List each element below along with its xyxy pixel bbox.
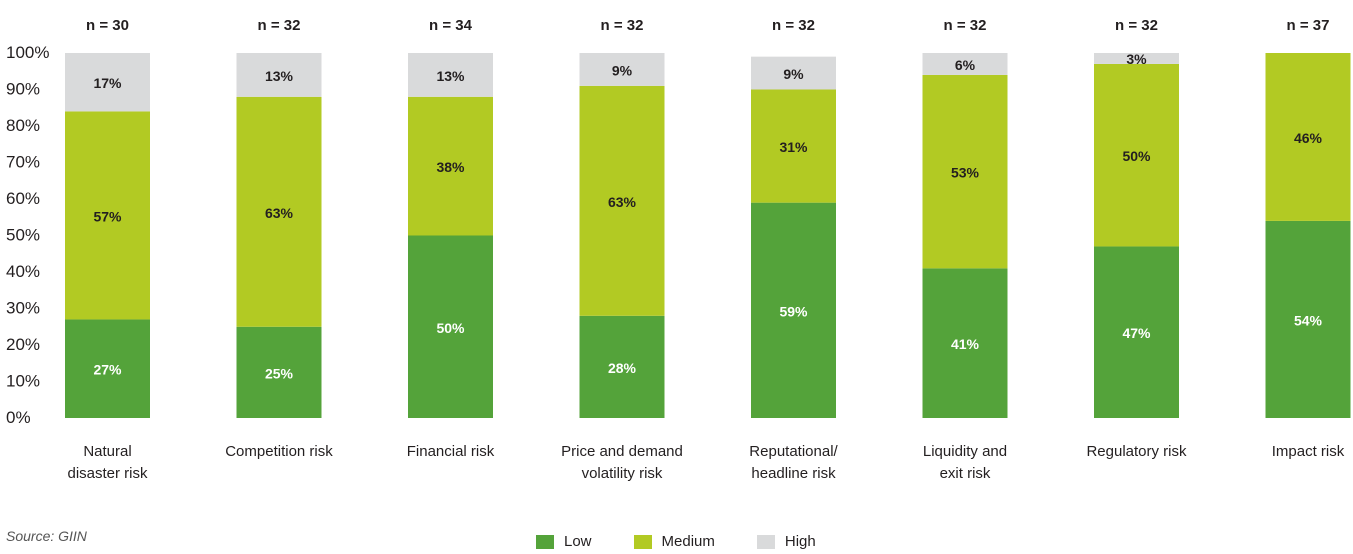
category-label-line: exit risk [940,465,991,482]
category-label: Regulatory risk [1086,443,1187,460]
legend-label-medium: Medium [661,533,715,550]
category-label-line: Regulatory risk [1086,443,1187,460]
bar-segment-high [65,53,150,112]
category-label-line: Competition risk [225,443,333,460]
sample-size-label: n = 32 [601,17,644,34]
data-label-high: 17% [93,75,122,91]
data-label-medium: 53% [951,165,980,181]
data-label-medium: 50% [1122,148,1151,164]
source-note: Source: GIIN [6,528,87,544]
bar-segment-high [408,53,493,97]
category-label: Price and demand volatility risk [561,443,683,482]
legend-swatch-medium [633,534,652,549]
y-tick-label: 20% [6,335,40,354]
bar-segment-medium [408,96,493,236]
data-label-low: 50% [436,320,465,336]
category-label-line: Natural [83,443,131,460]
sample-size-label: n = 30 [86,17,129,34]
y-tick-label: 50% [6,226,40,245]
data-label-low: 28% [608,360,637,376]
bar-segment-medium [922,74,1008,269]
data-label-high: 9% [612,62,633,78]
bar-segment-medium [579,85,665,316]
bar-segment-low [922,268,1008,418]
data-label-high: 3% [1126,51,1147,67]
bar-segment-medium [1265,53,1351,221]
y-tick-label: 60% [6,189,40,208]
legend-item-medium: Medium [633,533,715,550]
data-label-medium: 46% [1294,130,1323,146]
category-label: Liquidity and exit risk [923,443,1007,482]
category-label-line: Liquidity and [923,443,1007,460]
data-label-low: 27% [93,362,122,378]
legend-item-low: Low [536,533,592,550]
bar-segment-medium [1094,63,1179,247]
data-label-high: 13% [265,68,294,84]
bar-segment-high [922,53,1008,75]
category-label: Competition risk [225,443,333,460]
legend-label-low: Low [564,533,592,550]
category-label-line: disaster risk [67,465,148,482]
bar-segment-high [236,53,322,97]
data-label-medium: 57% [93,208,122,224]
category-label-line: Reputational/ [749,443,838,460]
bar-segment-low [579,315,665,418]
sample-size-label: n = 37 [1287,17,1330,34]
bar-segment-medium [65,111,150,320]
y-tick-label: 40% [6,262,40,281]
data-label-low: 54% [1294,312,1323,328]
category-label-line: Price and demand [561,443,683,460]
data-label-high: 13% [436,68,465,84]
legend-item-high: High [756,533,816,550]
data-label-high: 9% [783,66,804,82]
sample-size-label: n = 32 [1115,17,1158,34]
bar-segment-low [1265,220,1351,418]
bar-segment-high [1094,53,1179,64]
category-label: Impact risk [1272,443,1345,460]
bar-segment-medium [236,96,322,327]
category-label-line: Financial risk [407,443,495,460]
y-tick-label: 70% [6,153,40,172]
y-tick-label: 10% [6,372,40,391]
bar-segment-low [1094,246,1179,418]
y-tick-label: 90% [6,80,40,99]
data-label-medium: 31% [779,139,808,155]
legend: Low Medium High [536,533,858,550]
category-label: Natural disaster risk [67,443,148,482]
y-tick-label: 30% [6,299,40,318]
sample-size-label: n = 34 [429,17,473,34]
y-tick-label: 0% [6,408,31,427]
data-label-medium: 63% [608,194,637,210]
bar-segment-high [579,53,665,86]
data-label-medium: 38% [436,159,465,175]
sample-size-label: n = 32 [944,17,987,34]
y-tick-label: 80% [6,116,40,135]
y-tick-label: 100% [6,43,49,62]
bar-segment-low [236,326,322,418]
data-label-medium: 63% [265,205,294,221]
bar-segment-high [751,56,836,90]
category-label: Reputational/headline risk [749,443,838,482]
sample-size-label: n = 32 [772,17,815,34]
category-label-line: headline risk [751,465,836,482]
data-label-low: 41% [951,336,980,352]
sample-size-label: n = 32 [258,17,301,34]
legend-swatch-high [756,534,775,549]
data-label-low: 25% [265,365,294,381]
bar-segment-low [751,202,836,418]
data-label-low: 47% [1122,325,1151,341]
data-label-high: 6% [955,57,976,73]
legend-swatch-low [536,534,554,549]
bar-segment-low [408,235,493,418]
category-label-line: volatility risk [582,465,663,482]
bar-segment-medium [751,89,836,203]
bar-segment-low [65,319,150,418]
data-label-low: 59% [779,303,808,319]
category-label-line: Impact risk [1272,443,1345,460]
category-label: Financial risk [407,443,495,460]
legend-label-high: High [784,533,816,550]
